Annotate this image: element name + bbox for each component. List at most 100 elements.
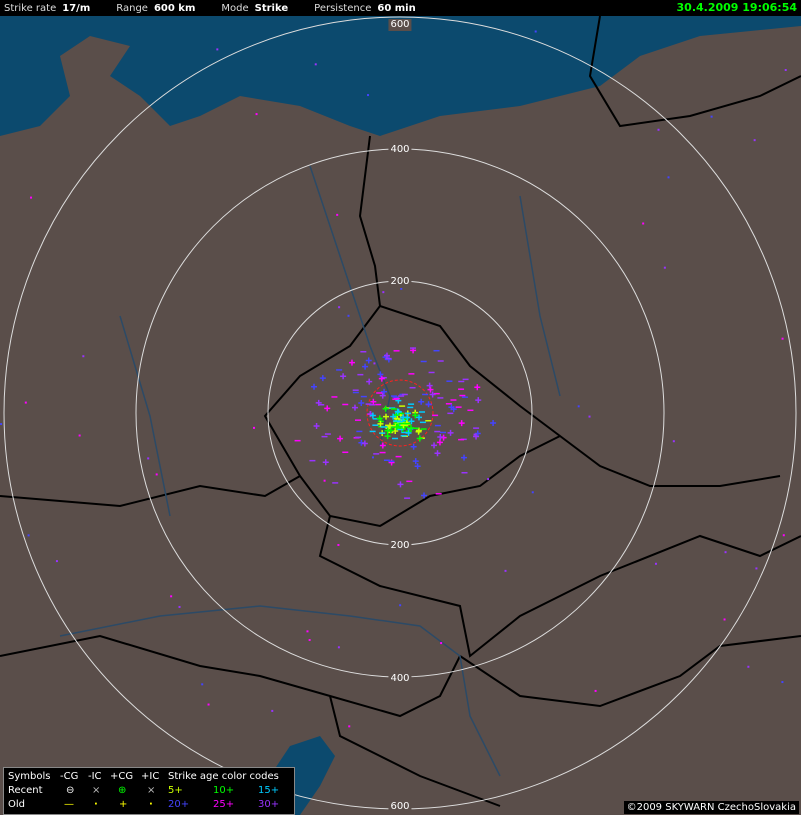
ring-label-600: 600 xyxy=(388,19,412,31)
strike-dot xyxy=(382,291,385,294)
strike-marker-plus xyxy=(473,433,480,440)
strike-marker-plus xyxy=(474,384,481,391)
strike-marker-plus xyxy=(421,492,428,499)
strike-dot xyxy=(372,456,375,459)
legend-symbols-label: Symbols xyxy=(8,771,51,782)
persistence-label: Persistence xyxy=(314,2,372,14)
strike-marker-plus xyxy=(376,415,383,422)
strike-marker-plus xyxy=(415,428,422,435)
strike-dot xyxy=(534,30,537,33)
strike-marker-plus xyxy=(397,481,404,488)
recent-neg-ic-icon: × xyxy=(92,785,101,796)
strike-dot xyxy=(594,689,597,692)
strike-marker-plus xyxy=(436,439,443,446)
old-pos-cg-icon: + xyxy=(119,799,128,810)
strike-dot xyxy=(755,567,758,570)
age-30: 30+ xyxy=(258,799,280,810)
strike-marker-plus xyxy=(337,435,344,442)
strike-dot xyxy=(252,426,255,429)
strike-dot xyxy=(338,306,341,309)
strike-dot xyxy=(710,115,713,118)
strike-marker-plus xyxy=(311,383,318,390)
strike-marker-plus xyxy=(416,435,423,442)
strike-marker-plus xyxy=(340,373,347,380)
border-lines xyxy=(0,16,801,807)
strike-dot xyxy=(577,405,580,408)
range-value: 600 km xyxy=(153,2,196,14)
strike-marker-plus xyxy=(322,459,329,466)
strike-dot xyxy=(337,646,340,649)
strike-marker-plus xyxy=(434,450,441,457)
ring-label-400-bottom: 400 xyxy=(388,673,412,685)
strike-marker-plus xyxy=(348,359,355,366)
strike-marker-plus xyxy=(387,427,394,434)
recent-neg-cg-icon: ⊖ xyxy=(66,785,75,796)
strike-marker-plus xyxy=(405,429,412,436)
strike-dot xyxy=(0,423,3,426)
strike-dot xyxy=(178,605,181,608)
legend-age-title: Strike age color codes xyxy=(168,771,279,782)
strike-dot xyxy=(667,176,670,179)
strike-marker-plus xyxy=(351,404,358,411)
strike-marker-plus xyxy=(475,397,482,404)
strike-marker-plus xyxy=(408,418,415,425)
strike-dot xyxy=(663,266,666,269)
strike-dot xyxy=(147,457,150,460)
strike-dot xyxy=(724,551,727,554)
recent-pos-ic-icon: × xyxy=(147,785,156,796)
recent-pos-cg-icon: ⊕ xyxy=(118,785,127,796)
strike-dot xyxy=(55,560,58,563)
storm-cell-circle xyxy=(366,379,434,447)
strike-markers xyxy=(0,26,787,785)
strike-marker-plus xyxy=(426,382,433,389)
strike-dot xyxy=(753,139,756,142)
strike-dot xyxy=(531,491,534,494)
rivers xyxy=(59,165,561,777)
strike-marker-plus xyxy=(425,401,432,408)
strike-marker-plus xyxy=(377,420,384,427)
strike-dot xyxy=(314,63,317,66)
lightning-map[interactable] xyxy=(0,16,801,815)
strike-marker-plus xyxy=(383,413,390,420)
strike-marker-plus xyxy=(377,371,384,378)
strike-marker-plus xyxy=(361,440,368,447)
age-10: 10+ xyxy=(213,785,235,796)
strike-dot xyxy=(657,128,660,131)
strike-dot xyxy=(170,595,173,598)
strike-marker-plus xyxy=(410,443,417,450)
strike-dot xyxy=(367,94,370,97)
strike-dot xyxy=(201,683,204,686)
strike-dot xyxy=(24,401,27,404)
legend-recent-label: Recent xyxy=(8,785,43,796)
strike-marker-plus xyxy=(366,378,373,385)
strike-dot xyxy=(323,479,326,482)
strike-marker-plus xyxy=(365,357,372,364)
strike-marker-plus xyxy=(362,363,369,370)
legend-col-neg-cg: -CG xyxy=(60,771,79,782)
strike-dot xyxy=(781,681,784,684)
strike-marker-plus xyxy=(437,433,444,440)
strike-dot xyxy=(440,642,443,645)
age-20: 20+ xyxy=(168,799,190,810)
strike-dot xyxy=(347,314,350,317)
strike-marker-plus xyxy=(370,398,377,405)
strike-marker-plus xyxy=(324,405,331,412)
strike-dot xyxy=(306,630,309,633)
strike-marker-plus xyxy=(474,430,481,437)
strike-marker-plus xyxy=(384,433,391,440)
persistence-value: 60 min xyxy=(377,2,416,14)
strike-marker-plus xyxy=(382,405,389,412)
legend: Symbols -CG -IC +CG +IC Strike age color… xyxy=(3,767,295,815)
strike-marker-plus xyxy=(319,375,326,382)
strike-dot xyxy=(348,725,351,728)
strike-dot xyxy=(255,113,258,116)
strike-dot xyxy=(30,196,33,199)
legend-old-label: Old xyxy=(8,799,25,810)
strike-dot xyxy=(337,543,340,546)
legend-col-pos-cg: +CG xyxy=(110,771,134,782)
strike-marker-plus xyxy=(414,463,421,470)
strike-marker-plus xyxy=(369,412,376,419)
strike-marker-plus xyxy=(490,420,497,427)
strike-marker-plus xyxy=(390,413,397,420)
strike-dot xyxy=(373,362,376,365)
